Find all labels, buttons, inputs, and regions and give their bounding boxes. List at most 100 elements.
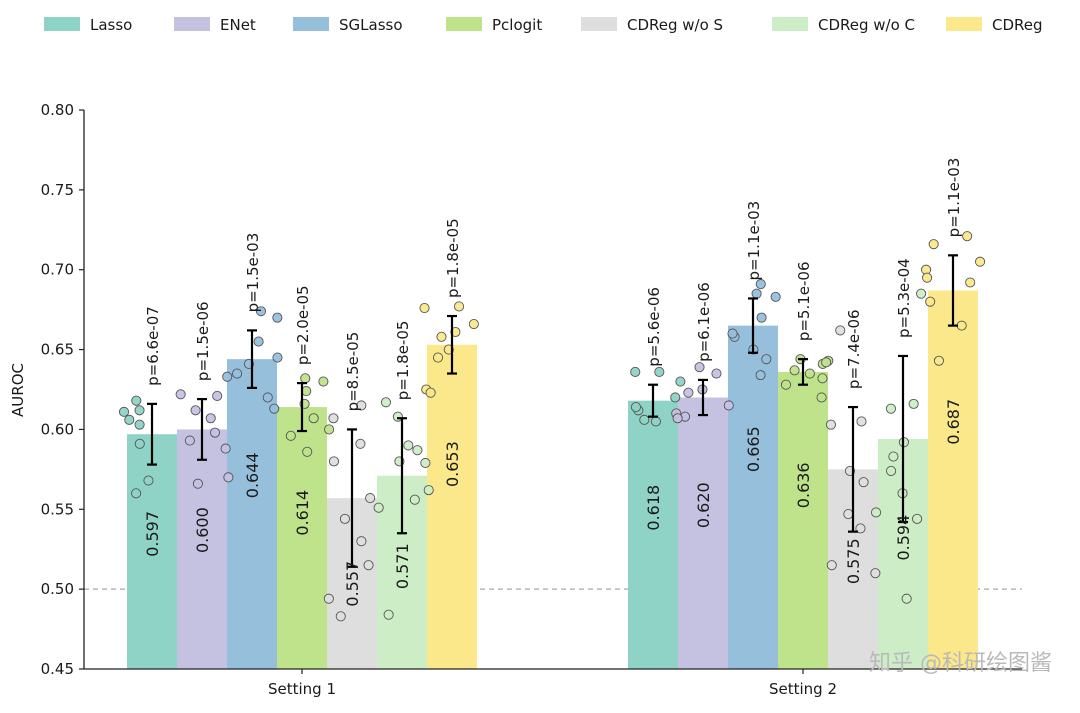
data-point xyxy=(205,413,216,424)
data-point xyxy=(328,413,339,424)
data-point xyxy=(780,379,792,390)
legend-label: CDReg xyxy=(992,16,1043,34)
pvalue-label: p=1.5e-03 xyxy=(244,233,262,313)
pvalue-label: p=5.6e-06 xyxy=(645,287,663,367)
data-point xyxy=(220,443,231,454)
x-tick-label: Setting 1 xyxy=(268,680,336,698)
bars-group xyxy=(127,290,978,669)
value-label: 0.594 xyxy=(894,515,913,561)
pvalue-label: p=1.5e-06 xyxy=(194,301,212,381)
pvalue-labels-group: p=6.6e-07 p=5.6e-06 p=1.5e-06 p=6.1e-06 p=1.… xyxy=(144,158,963,412)
y-tick-label: 0.55 xyxy=(41,500,74,518)
data-point xyxy=(339,513,350,524)
data-point xyxy=(324,424,335,435)
data-point xyxy=(190,405,201,416)
data-point xyxy=(755,279,766,290)
data-point xyxy=(425,387,436,398)
data-point xyxy=(184,435,195,446)
y-tick-label: 0.65 xyxy=(41,341,74,359)
legend-swatch xyxy=(772,17,808,31)
legend-swatch xyxy=(581,17,617,31)
data-point xyxy=(272,312,283,323)
data-point xyxy=(134,419,145,430)
legend-label: CDReg w/o C xyxy=(818,16,915,34)
data-point xyxy=(694,362,705,373)
data-point xyxy=(650,416,661,427)
points-group xyxy=(118,231,986,622)
data-point xyxy=(355,438,366,449)
errorbars-group xyxy=(147,254,958,568)
data-point xyxy=(272,352,283,363)
data-point xyxy=(423,485,434,496)
value-label: 0.600 xyxy=(193,507,212,553)
y-axis-label: AUROC xyxy=(9,363,27,417)
y-tick-label: 0.50 xyxy=(41,580,74,598)
data-point xyxy=(843,509,854,520)
y-tick-label: 0.60 xyxy=(41,420,74,438)
data-point xyxy=(255,306,267,317)
data-point xyxy=(654,366,665,377)
watermark-text: 知乎 @科研绘图酱 xyxy=(869,651,1052,676)
bar xyxy=(628,400,678,669)
data-point xyxy=(420,457,431,469)
bar xyxy=(678,397,728,669)
legend-label: Pclogit xyxy=(492,16,542,34)
data-point xyxy=(454,301,465,312)
pvalue-label: p=1.1e-03 xyxy=(945,158,963,238)
data-point xyxy=(901,593,912,604)
data-point xyxy=(285,430,296,441)
data-point xyxy=(302,446,313,457)
data-point xyxy=(212,390,223,401)
value-label: 0.571 xyxy=(393,543,412,589)
data-point xyxy=(670,392,681,403)
data-point xyxy=(817,373,828,384)
data-point xyxy=(450,326,461,338)
bar xyxy=(127,434,177,669)
data-point xyxy=(956,320,967,331)
data-point xyxy=(436,331,447,342)
data-point xyxy=(134,438,145,449)
data-point xyxy=(373,502,384,513)
value-label: 0.687 xyxy=(944,399,963,445)
data-point xyxy=(908,398,919,409)
data-point xyxy=(131,395,142,406)
legend-swatch xyxy=(446,17,482,31)
value-label: 0.620 xyxy=(694,482,713,528)
legend-label: Lasso xyxy=(90,16,132,34)
data-point xyxy=(356,536,367,547)
data-point xyxy=(804,368,815,379)
pvalue-label: p=1.1e-03 xyxy=(745,201,763,281)
data-point xyxy=(886,465,897,477)
pvalue-label: p=1.8e-05 xyxy=(394,321,412,401)
data-point xyxy=(143,475,154,486)
data-point xyxy=(770,291,781,302)
data-point xyxy=(925,296,936,307)
value-label: 0.557 xyxy=(343,561,362,607)
data-point xyxy=(751,288,762,299)
data-point xyxy=(756,312,767,323)
data-point xyxy=(916,288,927,299)
data-point xyxy=(134,405,145,416)
data-point xyxy=(262,392,273,403)
data-point xyxy=(409,494,420,505)
data-point xyxy=(300,373,311,384)
data-point xyxy=(826,560,837,571)
data-point xyxy=(933,355,944,366)
data-point xyxy=(723,400,734,411)
data-point xyxy=(683,387,694,398)
pvalue-label: p=6.6e-07 xyxy=(144,306,162,386)
data-point xyxy=(928,239,939,250)
y-tick-label: 0.45 xyxy=(41,660,74,678)
value-label: 0.575 xyxy=(844,538,863,584)
data-point xyxy=(232,368,243,379)
value-label: 0.597 xyxy=(143,511,162,557)
data-point xyxy=(209,427,221,438)
data-point xyxy=(821,357,832,368)
data-point xyxy=(727,328,738,339)
pvalue-label: p=1.8e-05 xyxy=(444,218,462,298)
data-point xyxy=(870,568,881,579)
data-point xyxy=(192,478,203,489)
legend-swatch xyxy=(293,17,329,31)
data-point xyxy=(419,302,430,314)
data-point xyxy=(222,371,233,382)
